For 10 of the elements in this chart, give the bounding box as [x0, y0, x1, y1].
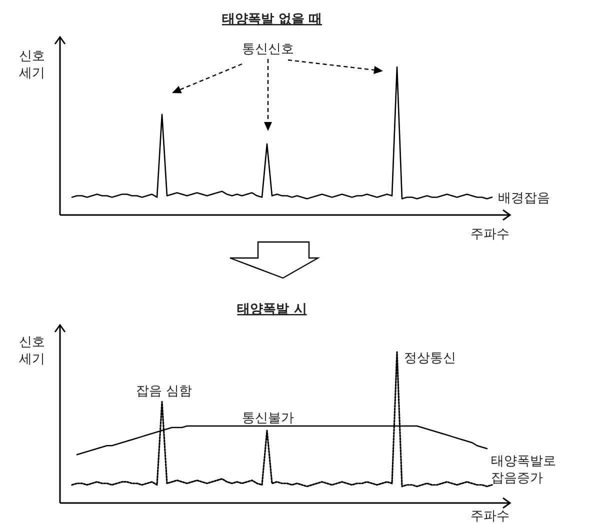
annotation: 잡음 심함 — [136, 384, 192, 399]
y-axis-title: 신호 세기 — [19, 335, 45, 367]
x-axis-title: 주파수 — [470, 509, 510, 524]
annotation: 정상통신 — [404, 351, 456, 366]
x-axis-title: 주파수 — [470, 227, 510, 242]
y-axis-title: 신호 세기 — [19, 49, 45, 81]
annotation: 태양폭발로 잡음증가 — [491, 454, 556, 486]
annotation: 통신불가 — [242, 411, 294, 426]
text: 배경잡음 — [498, 191, 550, 206]
text: 통신신호 — [242, 42, 294, 57]
